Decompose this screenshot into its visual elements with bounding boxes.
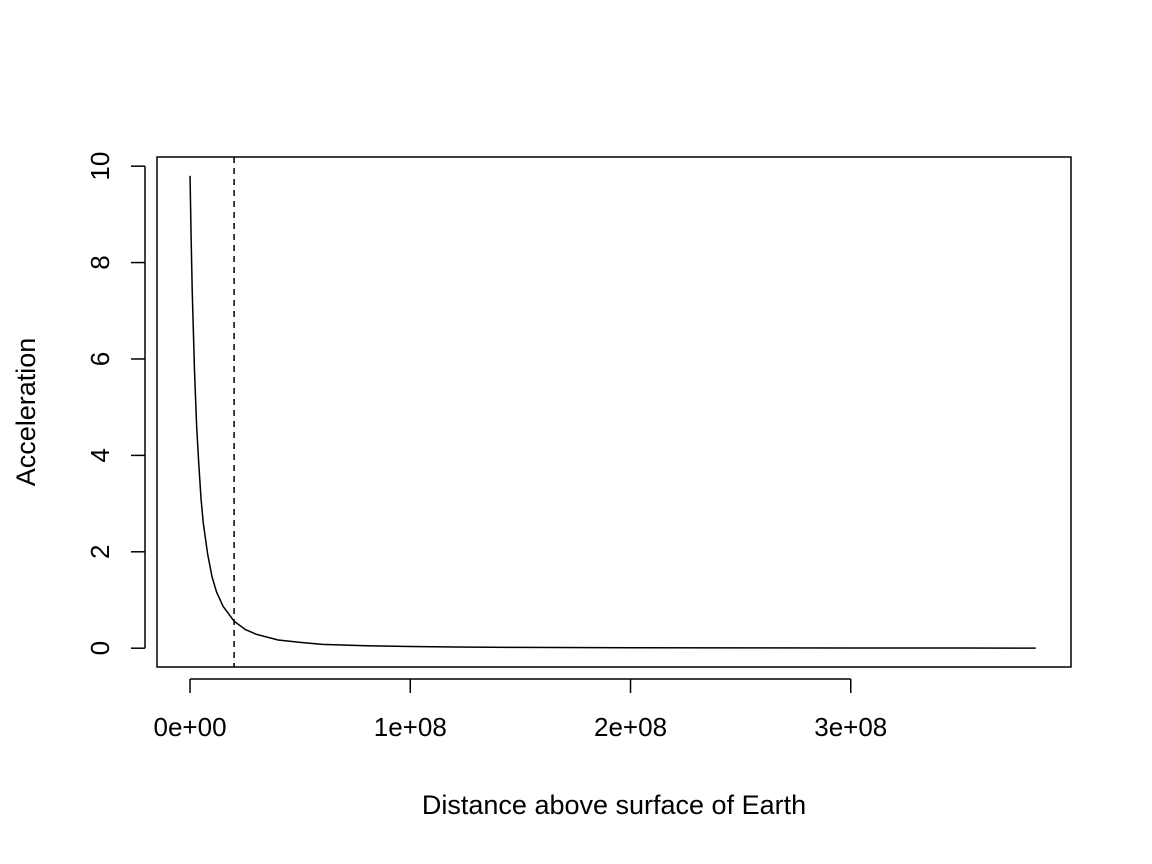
x-axis: 0e+00 1e+08 2e+08 3e+08 xyxy=(154,678,887,742)
x-axis-title: Distance above surface of Earth xyxy=(422,790,806,820)
plot-frame xyxy=(156,156,1072,668)
x-tick-label: 0e+00 xyxy=(154,712,227,742)
x-tick-label: 2e+08 xyxy=(594,712,667,742)
x-tick-label: 3e+08 xyxy=(814,712,887,742)
series-line xyxy=(189,175,1036,649)
y-tick-label: 10 xyxy=(85,152,115,181)
y-axis: 0 2 4 6 8 10 xyxy=(85,152,146,655)
y-tick-label: 8 xyxy=(85,255,115,269)
y-tick-label: 0 xyxy=(85,641,115,655)
plot-marks xyxy=(189,157,1036,667)
y-tick-label: 4 xyxy=(85,448,115,462)
x-tick-label: 1e+08 xyxy=(374,712,447,742)
y-tick-label: 6 xyxy=(85,352,115,366)
y-tick-label: 2 xyxy=(85,545,115,559)
y-axis-title: Acceleration xyxy=(11,338,41,487)
